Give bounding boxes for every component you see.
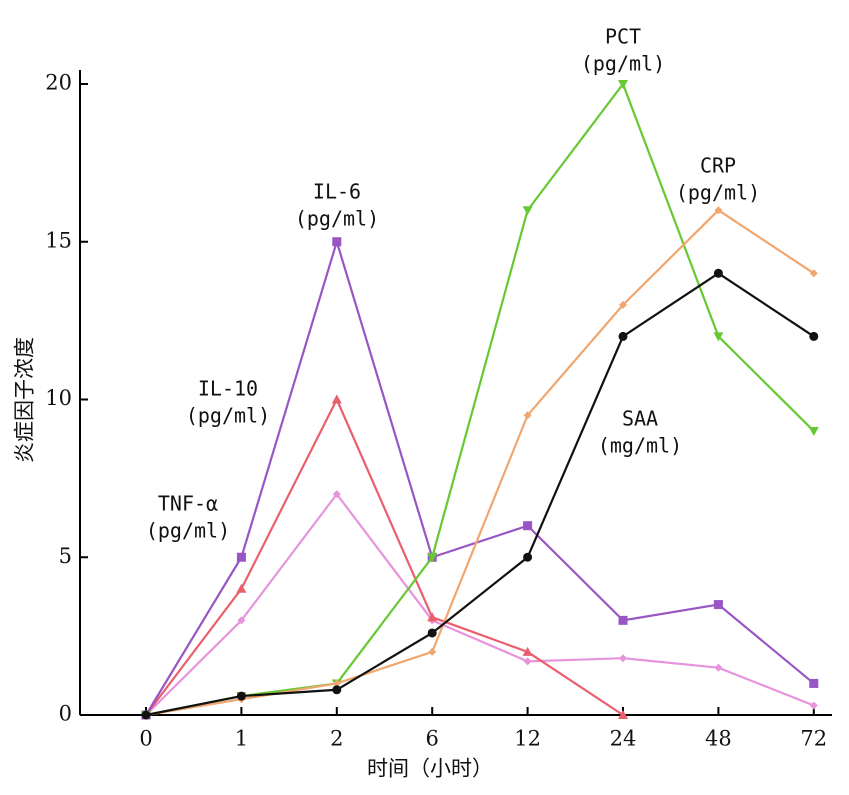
point [714, 206, 723, 215]
y-tick-label: 20 [45, 71, 72, 95]
point [523, 552, 533, 562]
series-line [145, 396, 624, 716]
point [523, 657, 532, 666]
point [522, 646, 533, 656]
point [331, 394, 342, 404]
point [332, 490, 341, 499]
point [618, 615, 628, 625]
series-unit: (pg/ml) [295, 207, 379, 231]
series-name: CRP [700, 154, 736, 178]
point [427, 628, 437, 638]
series-line [145, 237, 815, 716]
x-tick-label: 12 [514, 727, 541, 751]
point [619, 654, 627, 663]
point [713, 332, 724, 342]
y-tick-label: 10 [45, 386, 72, 410]
point [713, 268, 723, 278]
x-tick-label: 24 [610, 727, 637, 751]
point [619, 300, 627, 309]
y-tick-label: 5 [59, 544, 72, 568]
series-name: IL-10 [198, 377, 258, 401]
point [713, 600, 723, 610]
x-tick-label: 72 [800, 727, 827, 751]
point [332, 685, 342, 695]
point [618, 80, 628, 89]
x-axis-label: 时间（小时） [367, 757, 493, 781]
y-tick-label: 15 [45, 228, 72, 252]
series-name: SAA [622, 407, 658, 431]
point [427, 612, 438, 622]
point [523, 411, 532, 420]
point [237, 616, 246, 625]
point [522, 206, 533, 216]
point [427, 553, 438, 563]
point [809, 331, 819, 341]
series-line [145, 208, 815, 717]
point [236, 691, 246, 701]
series-unit: (pg/ml) [581, 52, 665, 76]
point [618, 331, 628, 341]
point [141, 710, 151, 720]
point [809, 269, 818, 278]
series-unit: (pg/ml) [146, 519, 230, 543]
point [428, 647, 437, 656]
series-line [145, 271, 815, 717]
point [618, 710, 628, 719]
series-unit: (pg/ml) [186, 404, 270, 428]
x-tick-label: 6 [426, 727, 439, 751]
series-name: PCT [605, 25, 641, 49]
point [332, 237, 342, 247]
series-line [145, 492, 815, 716]
series-name: TNF-α [158, 492, 218, 516]
point [809, 701, 818, 710]
y-axis-label: 炎症因子浓度 [13, 337, 37, 463]
x-tick-label: 48 [705, 727, 732, 751]
point [808, 427, 819, 437]
point [236, 552, 246, 562]
point [714, 663, 723, 672]
point [523, 521, 533, 531]
point [809, 678, 819, 688]
series-unit: (pg/ml) [676, 181, 760, 205]
point [332, 679, 341, 688]
x-tick-label: 0 [139, 727, 152, 751]
series-name: IL-6 [313, 180, 361, 204]
x-tick-label: 1 [235, 727, 248, 751]
x-tick-label: 2 [330, 727, 343, 751]
point [236, 583, 247, 593]
y-tick-label: 0 [59, 702, 72, 726]
series-unit: (mg/ml) [598, 434, 682, 458]
